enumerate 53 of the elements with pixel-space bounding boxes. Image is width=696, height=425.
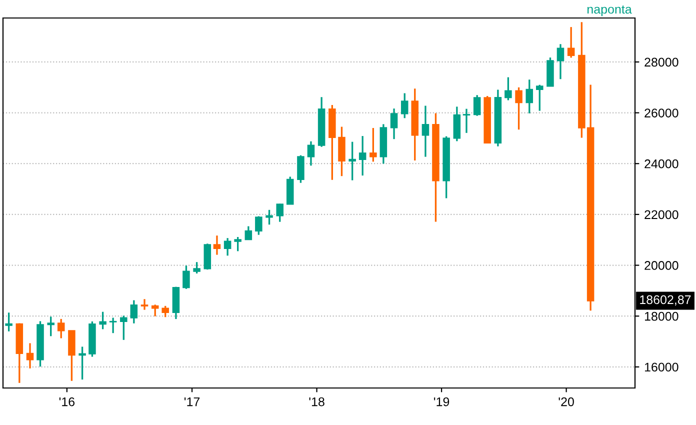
candlestick (57, 318, 65, 340)
candlestick (453, 106, 461, 142)
candlestick (515, 86, 522, 130)
candlestick (556, 43, 564, 80)
candlestick (234, 236, 242, 252)
candlestick (244, 225, 252, 241)
candlestick (130, 299, 138, 324)
candlestick (151, 304, 159, 318)
y-tick-label: 26000 (644, 108, 678, 118)
text: naponta (587, 5, 632, 16)
candlestick (26, 342, 34, 370)
candlestick (276, 202, 284, 223)
y-tick-label: 16000 (644, 362, 678, 372)
candlestick (504, 76, 512, 102)
candlestick (162, 305, 169, 318)
candlestick (47, 316, 54, 337)
candlestick (390, 108, 398, 140)
x-tick-label: '18 (309, 397, 324, 406)
y-tick-label: 18000 (644, 312, 678, 321)
candlestick (5, 312, 12, 332)
y-tick-label: 28000 (644, 58, 678, 67)
candlestick (266, 209, 273, 226)
candlestick (462, 108, 470, 134)
candlestick (567, 26, 575, 59)
candlestick (307, 140, 315, 166)
candlestick (370, 127, 377, 162)
candlestick (400, 92, 408, 119)
candlestick (255, 215, 262, 236)
x-tick-label: '17 (184, 397, 200, 406)
candlestick (297, 154, 304, 184)
candlestick (224, 237, 232, 256)
candlestick (109, 316, 117, 334)
candlestick (99, 310, 106, 330)
candlestick (358, 135, 366, 176)
x-tick-label: '19 (434, 397, 450, 406)
y-tick-label: 24000 (644, 159, 678, 168)
candlestick (338, 126, 346, 177)
candlestick (348, 140, 356, 182)
candlestick (78, 346, 86, 380)
candlestick (193, 261, 200, 274)
candlestick (422, 104, 430, 158)
candlestick (526, 78, 534, 114)
x-tick-label: '20 (558, 397, 574, 406)
x-tick-label: '16 (59, 397, 75, 406)
candlestick (182, 264, 190, 290)
candlestick (120, 314, 128, 341)
candlestick (473, 94, 481, 117)
text: 18602,87 (640, 295, 691, 306)
y-tick-label: 20000 (644, 261, 678, 270)
candlestick (213, 234, 221, 256)
candlestick (140, 298, 148, 311)
candlestick (536, 84, 544, 112)
y-tick-label: 22000 (644, 210, 678, 220)
